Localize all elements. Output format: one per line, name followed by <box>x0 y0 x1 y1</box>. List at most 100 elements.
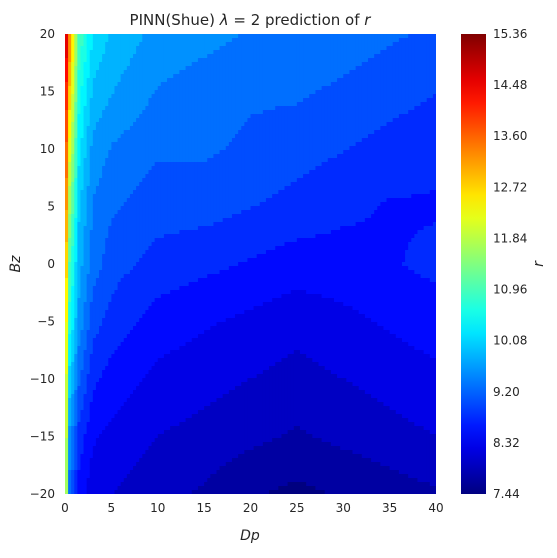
contour-cell <box>182 58 187 63</box>
contour-cell <box>145 38 150 43</box>
contour-cell <box>392 154 397 159</box>
contour-cell <box>182 86 187 91</box>
contour-cell <box>315 98 320 103</box>
contour-cell <box>253 142 258 147</box>
contour-cell <box>117 138 122 143</box>
contour-cell <box>395 94 400 99</box>
contour-cell <box>185 106 190 111</box>
contour-cell <box>377 42 381 47</box>
contour-cell <box>71 38 75 43</box>
contour-cell <box>269 106 273 111</box>
contour-cell <box>219 78 224 83</box>
contour-cell <box>275 110 279 115</box>
contour-cell <box>89 170 94 175</box>
contour-cell <box>405 102 409 107</box>
contour-cell <box>194 46 199 51</box>
contour-cell <box>92 170 97 175</box>
contour-cell <box>185 86 190 91</box>
contour-cell <box>290 142 295 147</box>
contour-cell <box>92 126 97 131</box>
contour-cell <box>129 114 134 119</box>
contour-cell <box>392 110 397 115</box>
contour-cell <box>126 158 131 163</box>
contour-cell <box>126 34 131 39</box>
contour-cell <box>330 102 335 107</box>
contour-cell <box>247 38 252 43</box>
contour-cell <box>247 58 252 63</box>
contour-cell <box>105 142 109 147</box>
contour-cell <box>358 66 363 71</box>
contour-cell <box>182 42 187 47</box>
contour-cell <box>219 142 224 147</box>
contour-cell <box>272 102 276 107</box>
contour-cell <box>309 82 313 87</box>
contour-cell <box>361 134 366 139</box>
contour-cell <box>83 114 88 119</box>
contour-cell <box>145 154 150 159</box>
contour-cell <box>194 58 199 63</box>
contour-cell <box>389 62 394 67</box>
contour-cell <box>182 78 187 83</box>
contour-cell <box>386 62 391 67</box>
contour-cell <box>346 166 351 171</box>
contour-cell <box>275 134 279 139</box>
contour-cell <box>154 134 159 139</box>
contour-cell <box>241 130 245 135</box>
contour-cell <box>386 86 391 91</box>
contour-cell <box>333 54 338 59</box>
contour-cell <box>299 110 304 115</box>
contour-cell <box>68 98 72 103</box>
contour-cell <box>225 70 230 75</box>
contour-cell <box>201 110 205 115</box>
contour-cell <box>278 74 283 79</box>
contour-cell <box>120 82 125 87</box>
contour-cell <box>179 58 184 63</box>
contour-cell <box>330 86 335 91</box>
contour-cell <box>324 62 329 67</box>
contour-cell <box>309 134 313 139</box>
contour-cell <box>367 70 372 75</box>
contour-cell <box>303 82 307 87</box>
contour-cell <box>269 146 273 151</box>
contour-cell <box>250 86 255 91</box>
contour-cell <box>120 138 125 143</box>
contour-cell <box>269 102 273 107</box>
contour-cell <box>241 46 245 51</box>
contour-cell <box>429 86 434 91</box>
contour-cell <box>420 74 425 79</box>
contour-cell <box>386 46 391 51</box>
contour-cell <box>256 94 261 99</box>
contour-cell <box>392 38 397 43</box>
contour-cell <box>318 74 323 79</box>
contour-cell <box>299 166 304 171</box>
contour-cell <box>330 74 335 79</box>
contour-cell <box>231 102 236 107</box>
contour-cell <box>408 50 412 55</box>
contour-cell <box>108 46 112 51</box>
contour-cell <box>349 58 354 63</box>
contour-cell <box>340 94 344 99</box>
contour-cell <box>191 42 196 47</box>
contour-cell <box>318 154 323 159</box>
contour-cell <box>364 142 369 147</box>
contour-cell <box>182 142 187 147</box>
contour-cell <box>290 86 295 91</box>
contour-cell <box>185 74 190 79</box>
contour-cell <box>371 154 375 159</box>
contour-cell <box>68 158 72 163</box>
contour-cell <box>228 66 233 71</box>
contour-cell <box>386 106 391 111</box>
contour-cell <box>120 166 125 171</box>
contour-cell <box>204 42 208 47</box>
contour-cell <box>157 78 162 83</box>
contour-cell <box>74 54 78 59</box>
contour-cell <box>65 58 69 63</box>
contour-cell <box>405 90 409 95</box>
contour-cell <box>117 66 122 71</box>
contour-cell <box>423 130 428 135</box>
contour-cell <box>213 42 218 47</box>
contour-cell <box>405 70 409 75</box>
contour-cell <box>395 62 400 67</box>
contour-cell <box>346 146 351 151</box>
contour-cell <box>108 110 112 115</box>
